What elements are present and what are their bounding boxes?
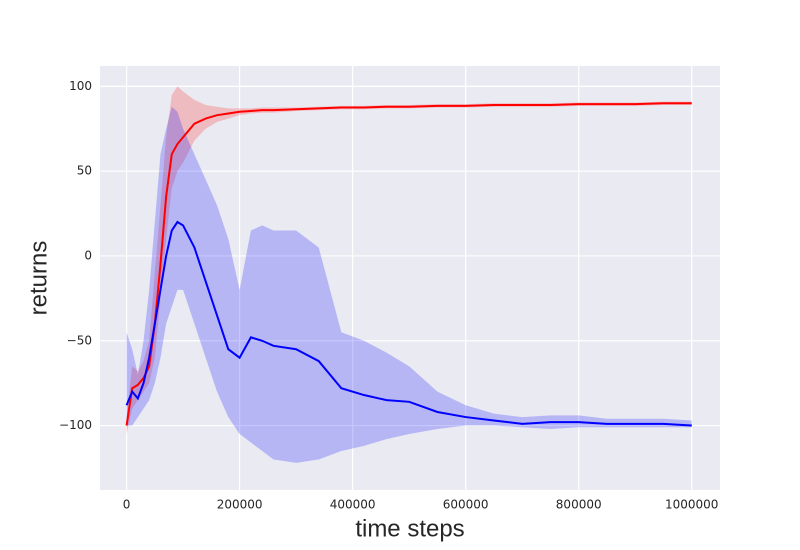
x-tick-label: 600000 — [443, 498, 489, 512]
y-tick-label: 100 — [69, 79, 92, 93]
x-tick-label: 800000 — [556, 498, 602, 512]
x-axis-label: time steps — [355, 515, 464, 542]
plot-area — [100, 66, 720, 490]
line — [125, 102, 692, 426]
line — [125, 220, 692, 427]
y-tick-label: −50 — [67, 333, 92, 347]
y-axis-label: returns — [25, 241, 52, 316]
y-tick-label: −100 — [59, 418, 92, 432]
y-tick-label: 0 — [84, 248, 92, 262]
x-tick-label: 0 — [123, 498, 131, 512]
y-tick-label: 50 — [77, 164, 92, 178]
confidence-band — [126, 106, 692, 463]
x-tick-label: 400000 — [330, 498, 376, 512]
confidence-band — [126, 86, 692, 435]
x-tick-label: 1000000 — [665, 498, 718, 512]
x-tick-label: 200000 — [217, 498, 263, 512]
